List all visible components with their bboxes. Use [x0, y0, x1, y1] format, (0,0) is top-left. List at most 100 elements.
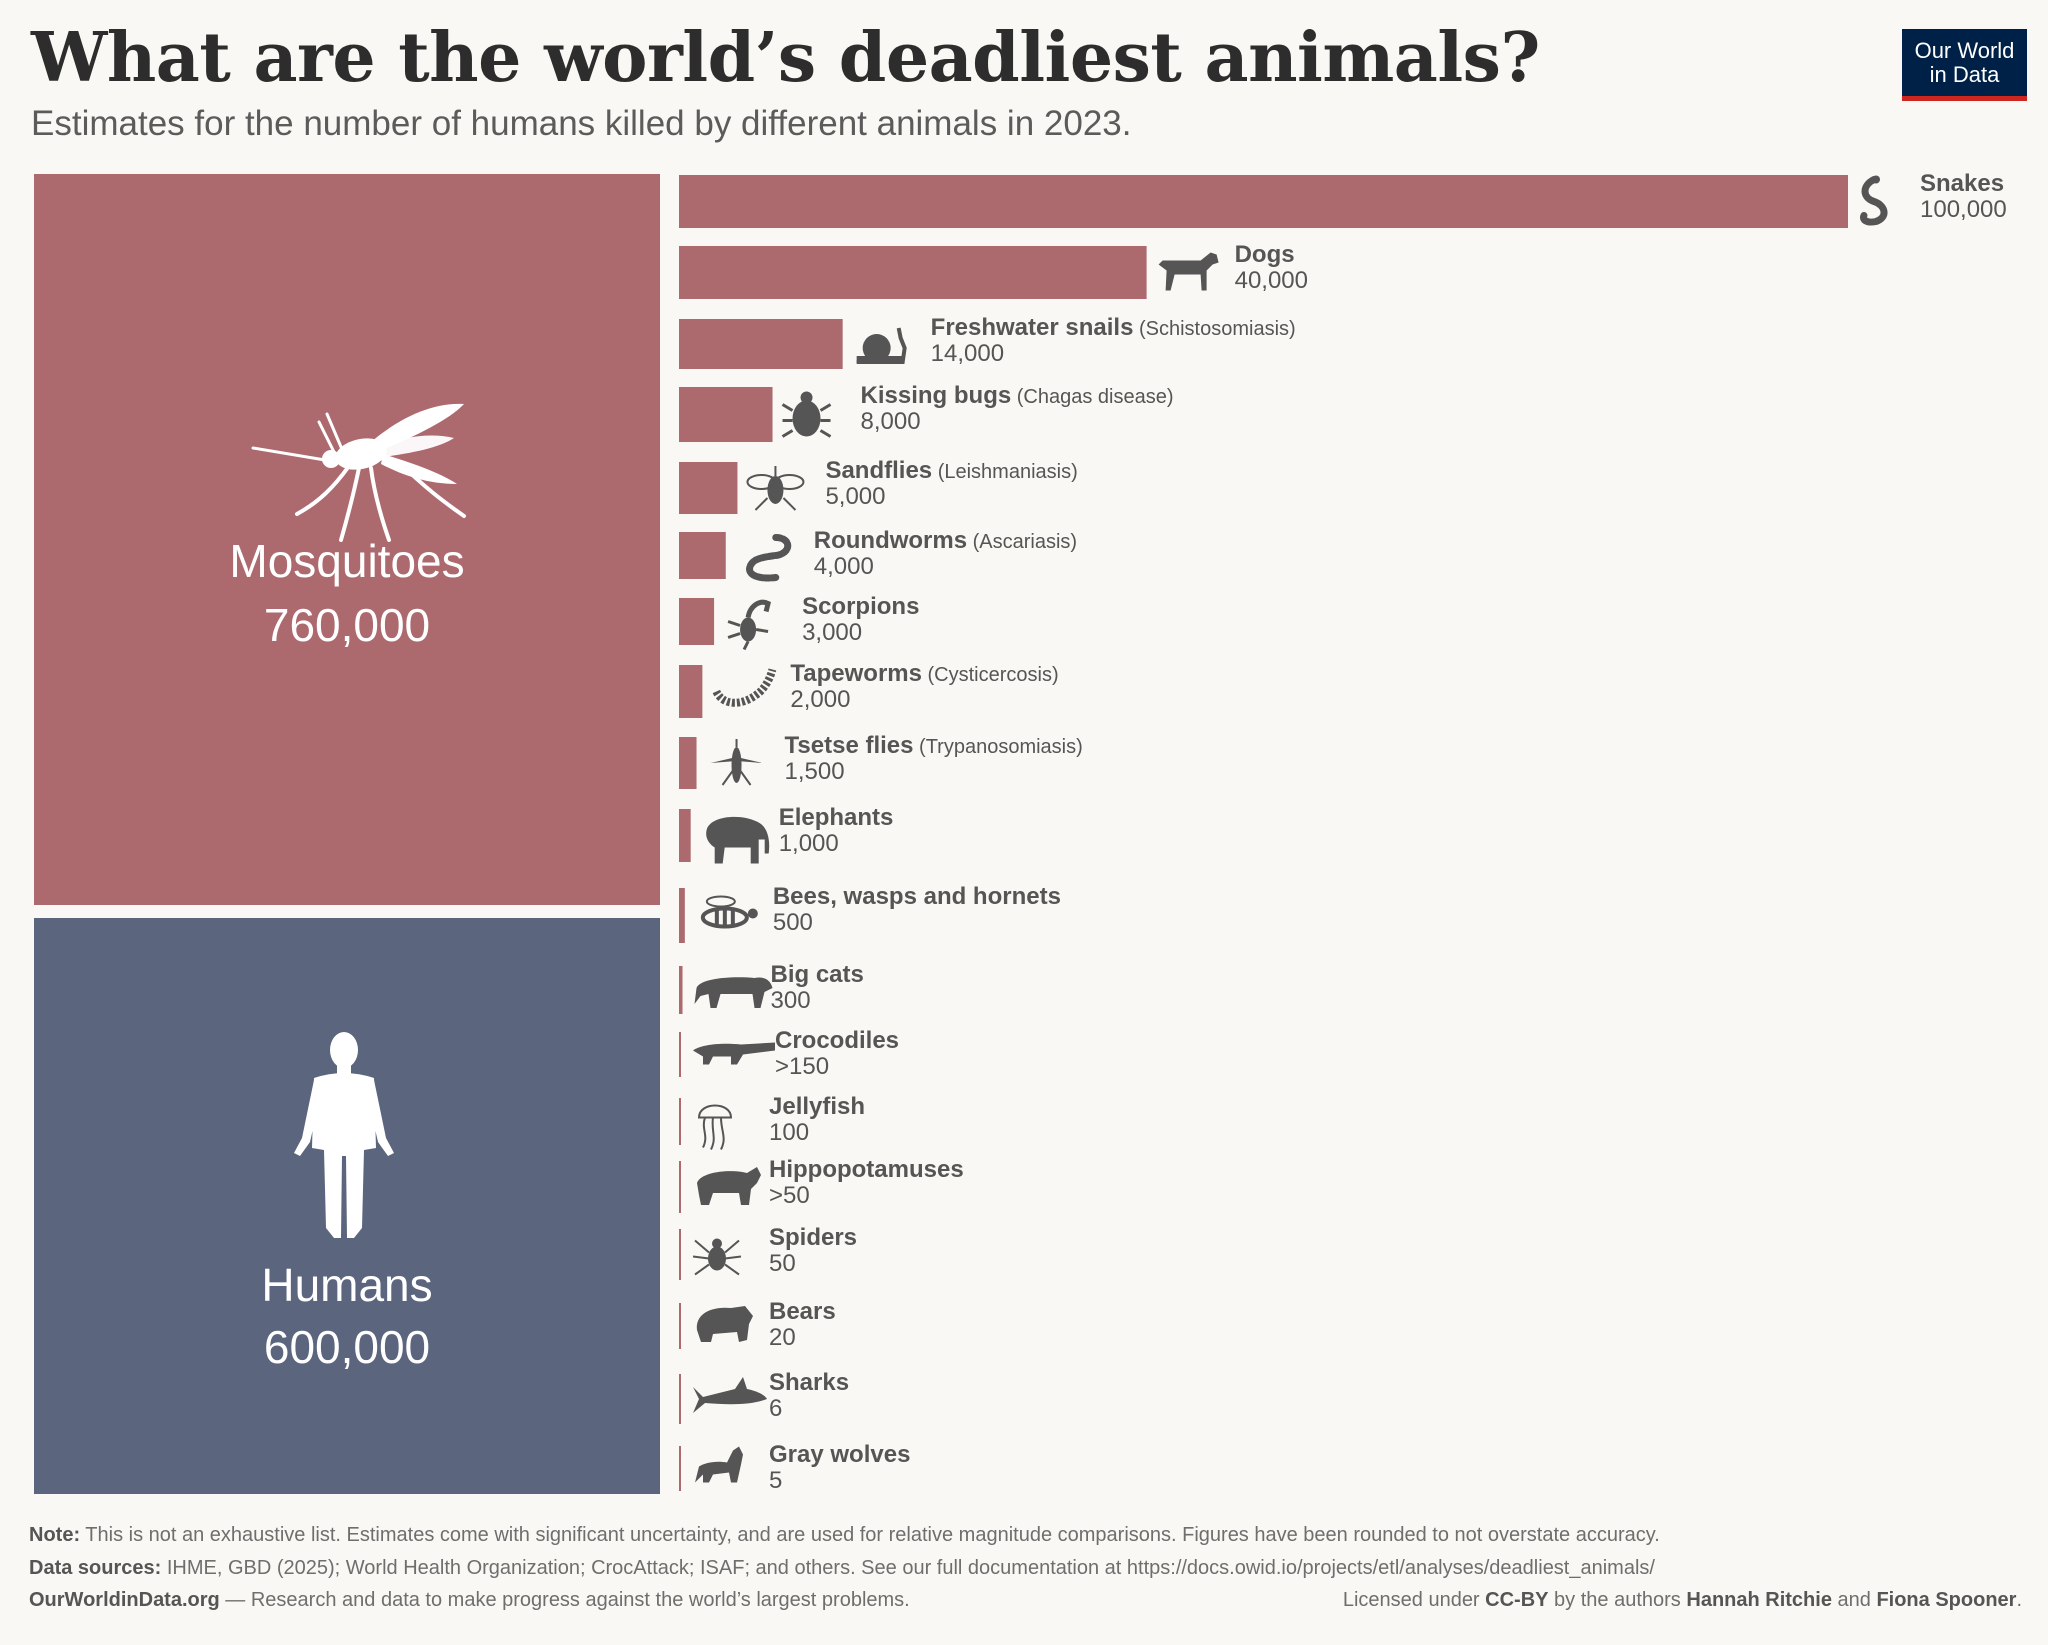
bar-value-label: 3,000 [802, 619, 862, 646]
bar [679, 1446, 681, 1491]
bar-value-label: 1,500 [785, 758, 845, 785]
license-and: and [1831, 1589, 1877, 1611]
bar-name: Sharks [769, 1369, 849, 1396]
bar-name-label: Spiders [769, 1224, 857, 1251]
footer-license: Licensed under CC-BY by the authors Hann… [1343, 1589, 2022, 1612]
human-icon [294, 1032, 394, 1238]
bar-name: Dogs [1235, 241, 1295, 268]
bar-name: Spiders [769, 1224, 857, 1251]
bar [679, 387, 773, 442]
bar-name-label: Kissing bugs (Chagas disease) [861, 382, 1174, 409]
bar-row: Tsetse flies (Trypanosomiasis)1,500 [679, 732, 1083, 789]
bar-name: Bees, wasps and hornets [773, 883, 1061, 910]
bar-value-label: >150 [775, 1053, 829, 1080]
bar-name-label: Big cats [771, 961, 864, 988]
elephant-icon [706, 816, 770, 864]
site-tagline: — Research and data to make progress aga… [219, 1589, 910, 1611]
humans-block: Humans 600,000 [34, 918, 660, 1494]
bar [679, 809, 691, 862]
bar-value-label: 5,000 [825, 483, 885, 510]
bar [679, 319, 843, 369]
bar-name-label: Sharks [769, 1369, 849, 1396]
bar-value-label: 300 [771, 987, 811, 1014]
bar-value-label: 14,000 [931, 340, 1004, 367]
bar-value-label: 6 [769, 1395, 782, 1422]
bar-name: Scorpions [802, 593, 919, 620]
owid-logo[interactable]: Our World in Data [1902, 29, 2027, 101]
bar-row: Tapeworms (Cysticercosis)2,000 [679, 660, 1059, 718]
bar-name-label: Hippopotamuses [769, 1156, 964, 1183]
bar-value-label: 50 [769, 1250, 796, 1277]
logo-line-1: Our World [1914, 38, 2015, 63]
sandfly-icon [746, 466, 805, 511]
bar-name: Big cats [771, 961, 864, 988]
bar-name-label: Tapeworms (Cysticercosis) [790, 660, 1058, 687]
footer-sources: Data sources: IHME, GBD (2025); World He… [29, 1557, 1655, 1580]
bar-value-label: 1,000 [779, 830, 839, 857]
bar [679, 175, 1848, 228]
bar-note: (Cysticercosis) [922, 664, 1059, 686]
bar-name: Tapeworms [790, 660, 922, 687]
bar [679, 1098, 681, 1145]
bar-note: (Ascariasis) [967, 531, 1077, 553]
bar [679, 966, 683, 1014]
bar-name: Jellyfish [769, 1093, 865, 1120]
bar-name: Bears [769, 1298, 836, 1325]
bar-name: Roundworms [814, 527, 967, 554]
bar-name-label: Dogs [1235, 241, 1295, 268]
bar-row: Crocodiles>150 [679, 1027, 899, 1080]
snail-icon [856, 327, 907, 364]
bar [679, 888, 685, 943]
bar-note: (Leishmaniasis) [932, 461, 1078, 483]
bar-row: Sandflies (Leishmaniasis) 5,000 [679, 457, 1078, 514]
mosquitoes-block: Mosquitoes 760,000 [34, 174, 660, 905]
bar-name: Tsetse flies [785, 732, 914, 759]
bear-icon [696, 1306, 753, 1342]
license-mid: by the authors [1548, 1589, 1687, 1611]
wolf-icon [695, 1446, 743, 1483]
bar-row: Roundworms (Ascariasis)4,000 [679, 527, 1077, 582]
bee-icon [700, 895, 758, 929]
bar [679, 1161, 681, 1213]
bar-value-label: 8,000 [861, 408, 921, 435]
bar-name-label: Elephants [779, 804, 894, 831]
mosquito-icon [251, 403, 466, 542]
bar-row: Hippopotamuses>50 [679, 1156, 964, 1213]
bar [679, 246, 1147, 299]
site-link[interactable]: OurWorldinData.org [29, 1589, 220, 1611]
crocodile-icon [693, 1042, 775, 1065]
note-label: Note: [29, 1524, 81, 1546]
scorpion-icon [727, 599, 771, 651]
bar-name-label: Jellyfish [769, 1093, 865, 1120]
hippo-icon [697, 1167, 761, 1205]
spider-icon [692, 1238, 742, 1276]
humans-value: 600,000 [263, 1321, 431, 1373]
bar-name-label: Roundworms (Ascariasis) [814, 527, 1077, 554]
dog-icon [1158, 252, 1219, 291]
bar-name: Kissing bugs [861, 382, 1012, 409]
bar [679, 532, 726, 579]
bar [679, 665, 703, 718]
bar-note: (Chagas disease) [1011, 386, 1173, 408]
sources-text: IHME, GBD (2025); World Health Organizat… [161, 1557, 1655, 1579]
bar [679, 737, 697, 789]
bar-name: Snakes [1920, 170, 2004, 197]
bar-name: Sandflies [825, 457, 932, 484]
bar-value-label: 4,000 [814, 553, 874, 580]
license-link[interactable]: CC-BY [1485, 1589, 1549, 1611]
bar-name: Crocodiles [775, 1027, 899, 1054]
bar-name: Hippopotamuses [769, 1156, 964, 1183]
license-prefix: Licensed under [1342, 1589, 1486, 1611]
snake-icon [1860, 175, 1888, 226]
